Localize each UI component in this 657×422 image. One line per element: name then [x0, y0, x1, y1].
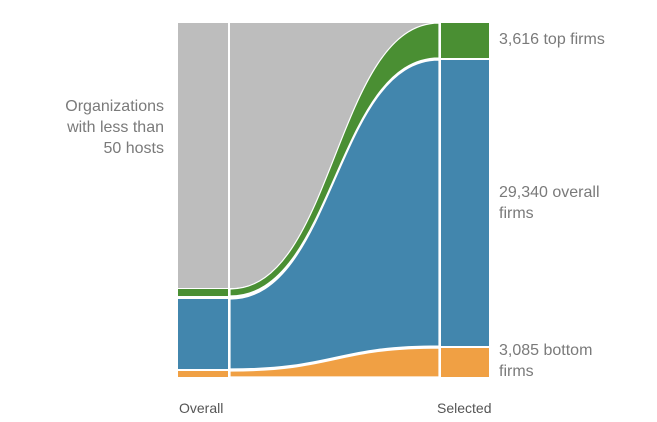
overall-firms-label-line: 29,340 overall [499, 184, 600, 201]
overall-firms-label: 29,340 overall firms [499, 182, 649, 224]
selected-overall-segment [441, 60, 489, 346]
link-overall-firms [229, 59, 440, 370]
overall-overall-segment [178, 299, 228, 369]
top-firms-label-line: 3,616 top firms [499, 31, 605, 48]
selected-bottom-segment [441, 348, 489, 377]
axis-label-overall: Overall [179, 400, 224, 416]
top-firms-label: 3,616 top firms [499, 29, 649, 50]
axis-label-selected: Selected [437, 400, 492, 416]
link-top-firms [229, 22, 440, 297]
small-orgs-label: Organizations with less than 50 hosts [4, 96, 164, 159]
small-orgs-label-line: Organizations [65, 98, 164, 115]
bottom-firms-label-line: firms [499, 363, 534, 380]
overall-firms-label-line: firms [499, 205, 534, 222]
link-bottom-firms [229, 347, 440, 378]
bottom-firms-label-line: 3,085 bottom [499, 342, 593, 359]
links [229, 22, 440, 378]
small-orgs-label-line: 50 hosts [103, 140, 164, 157]
overall-column [178, 23, 228, 377]
overall-small-orgs-segment [178, 23, 228, 288]
selected-top-segment [441, 23, 489, 58]
overall-top-segment [178, 289, 228, 296]
bottom-firms-label: 3,085 bottom firms [499, 340, 649, 382]
selected-column [441, 23, 489, 377]
small-orgs-label-line: with less than [67, 119, 164, 136]
overall-bottom-segment [178, 371, 228, 377]
